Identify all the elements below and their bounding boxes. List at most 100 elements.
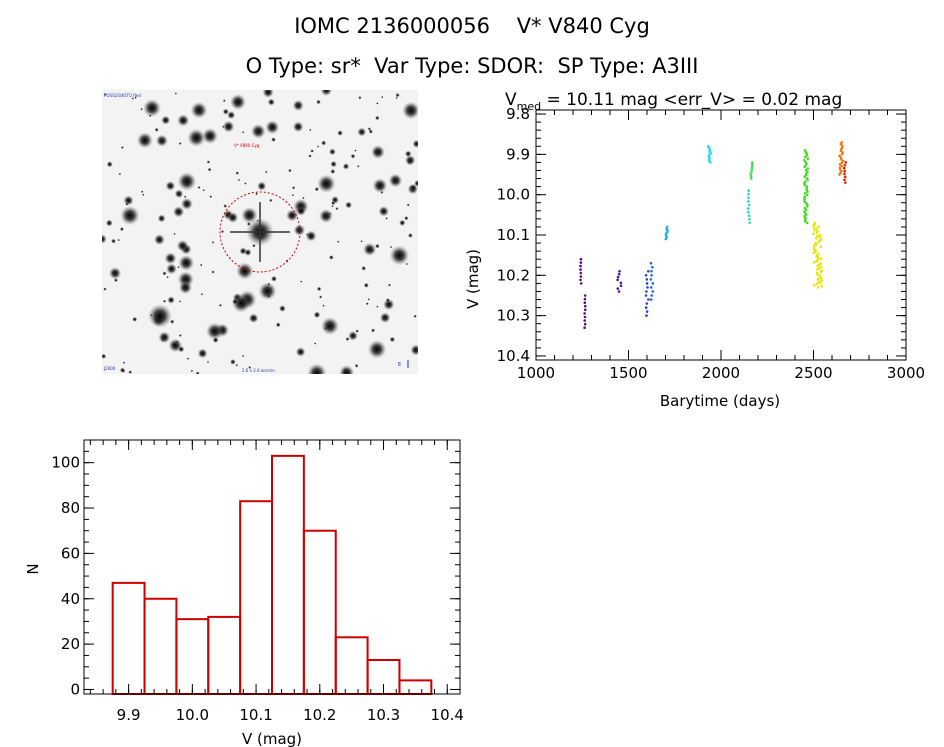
lc-data-point	[805, 154, 809, 157]
lc-data-point	[803, 200, 806, 203]
sky-star	[267, 98, 275, 106]
lc-data-point	[840, 161, 844, 164]
lc-data-point	[815, 243, 818, 246]
sky-star	[123, 195, 134, 206]
sky-star	[178, 254, 195, 271]
lc-data-point	[813, 228, 816, 232]
sky-star	[176, 239, 189, 252]
lc-data-point	[650, 274, 653, 277]
lc-data-point	[579, 264, 582, 268]
sky-star	[339, 365, 355, 374]
lc-data-point	[647, 270, 650, 273]
sky-star	[206, 160, 211, 164]
lc-data-point	[644, 306, 648, 309]
sky-star	[291, 194, 295, 197]
sky-star	[120, 146, 124, 149]
histogram-bar	[398, 679, 433, 695]
lc-data-point	[746, 207, 750, 210]
sky-star	[367, 340, 387, 359]
sky-star	[172, 206, 185, 218]
sky-star	[186, 357, 190, 360]
lc-data-point	[815, 231, 819, 234]
sky-star	[183, 195, 187, 199]
sky-bright-star	[143, 99, 161, 117]
lc-data-point	[644, 294, 648, 297]
sky-star	[206, 360, 210, 364]
lc-data-point	[583, 301, 587, 304]
lc-data-point	[616, 275, 620, 279]
sky-star	[134, 96, 137, 99]
lc-x-tick-label: 2500	[794, 364, 832, 382]
sky-label-compass: E	[398, 362, 401, 368]
sky-star	[197, 348, 208, 359]
hist-y-tick-label: 0	[70, 680, 80, 698]
chart-title-line-2: O Type: sr* Var Type: SDOR: SP Type: A3I…	[245, 54, 699, 78]
lc-data-point	[645, 314, 648, 317]
sky-star	[376, 305, 379, 308]
sky-bright-star	[321, 317, 339, 335]
sky-star	[178, 142, 182, 145]
lc-data-point	[812, 232, 815, 235]
sky-label-fov: 2.6 x 2.6 arcmin	[242, 368, 275, 373]
lc-data-point	[619, 284, 623, 287]
sky-star	[164, 252, 177, 265]
sky-star	[300, 280, 303, 283]
sky-star	[232, 298, 239, 305]
sky-label-epoch: J2000	[103, 366, 116, 371]
lc-data-point	[749, 172, 752, 176]
sky-star	[330, 169, 336, 174]
lc-y-tick-label: 10.3	[497, 307, 530, 325]
sky-star	[136, 132, 153, 149]
sky-star	[257, 181, 267, 191]
chart-title-line-1: IOMC 2136000056 V* V840 Cyg	[294, 14, 650, 38]
lc-data-point	[750, 163, 754, 166]
lc-data-point	[843, 172, 846, 176]
lc-x-tick-label: 3000	[887, 364, 925, 382]
sky-star	[131, 97, 134, 100]
lc-data-point	[618, 270, 621, 273]
sky-star	[367, 127, 372, 131]
light-curve-points	[579, 141, 848, 329]
lc-data-point	[645, 278, 649, 281]
lc-x-tick-label: 2000	[702, 364, 740, 382]
lc-data-point	[583, 315, 587, 319]
sky-bright-star	[202, 128, 218, 144]
sky-star	[155, 134, 168, 147]
lc-data-point	[806, 205, 809, 208]
sky-bright-star	[230, 94, 246, 110]
sky-star	[177, 172, 197, 191]
lc-data-point	[812, 224, 815, 227]
lc-data-point	[820, 279, 823, 282]
lc-data-point	[645, 290, 648, 293]
lc-data-point	[583, 322, 587, 326]
lc-data-point	[645, 310, 649, 313]
lc-title-sub: med	[517, 100, 541, 113]
sky-star	[293, 224, 306, 236]
sky-bright-star	[148, 304, 172, 328]
lc-data-point	[813, 261, 816, 264]
sky-star	[306, 233, 309, 236]
lc-y-tick-label: 9.9	[506, 145, 530, 163]
lc-data-point	[747, 214, 751, 217]
sky-star	[113, 278, 118, 283]
sky-star	[227, 212, 239, 223]
sky-star	[222, 99, 226, 103]
hist-y-tick-label: 80	[61, 499, 80, 517]
lc-data-point	[646, 286, 649, 289]
sky-star	[375, 115, 380, 121]
light-curve-title: Vmed = 10.11 mag <err_V> = 0.02 mag	[505, 90, 842, 113]
lc-y-tick-label: 10.0	[497, 186, 530, 204]
lc-data-point	[651, 266, 654, 269]
sky-star	[279, 305, 286, 312]
sky-star	[187, 128, 206, 147]
sky-star	[244, 182, 247, 185]
lc-data-point	[812, 283, 816, 287]
sky-star	[350, 153, 356, 159]
sky-star	[118, 172, 122, 176]
lc-data-point	[579, 282, 583, 285]
lc-data-point	[617, 272, 621, 276]
lc-data-point	[803, 175, 806, 178]
sky-star	[119, 227, 124, 232]
sky-star	[406, 203, 410, 207]
hist-x-tick-label: 10.1	[239, 706, 272, 724]
